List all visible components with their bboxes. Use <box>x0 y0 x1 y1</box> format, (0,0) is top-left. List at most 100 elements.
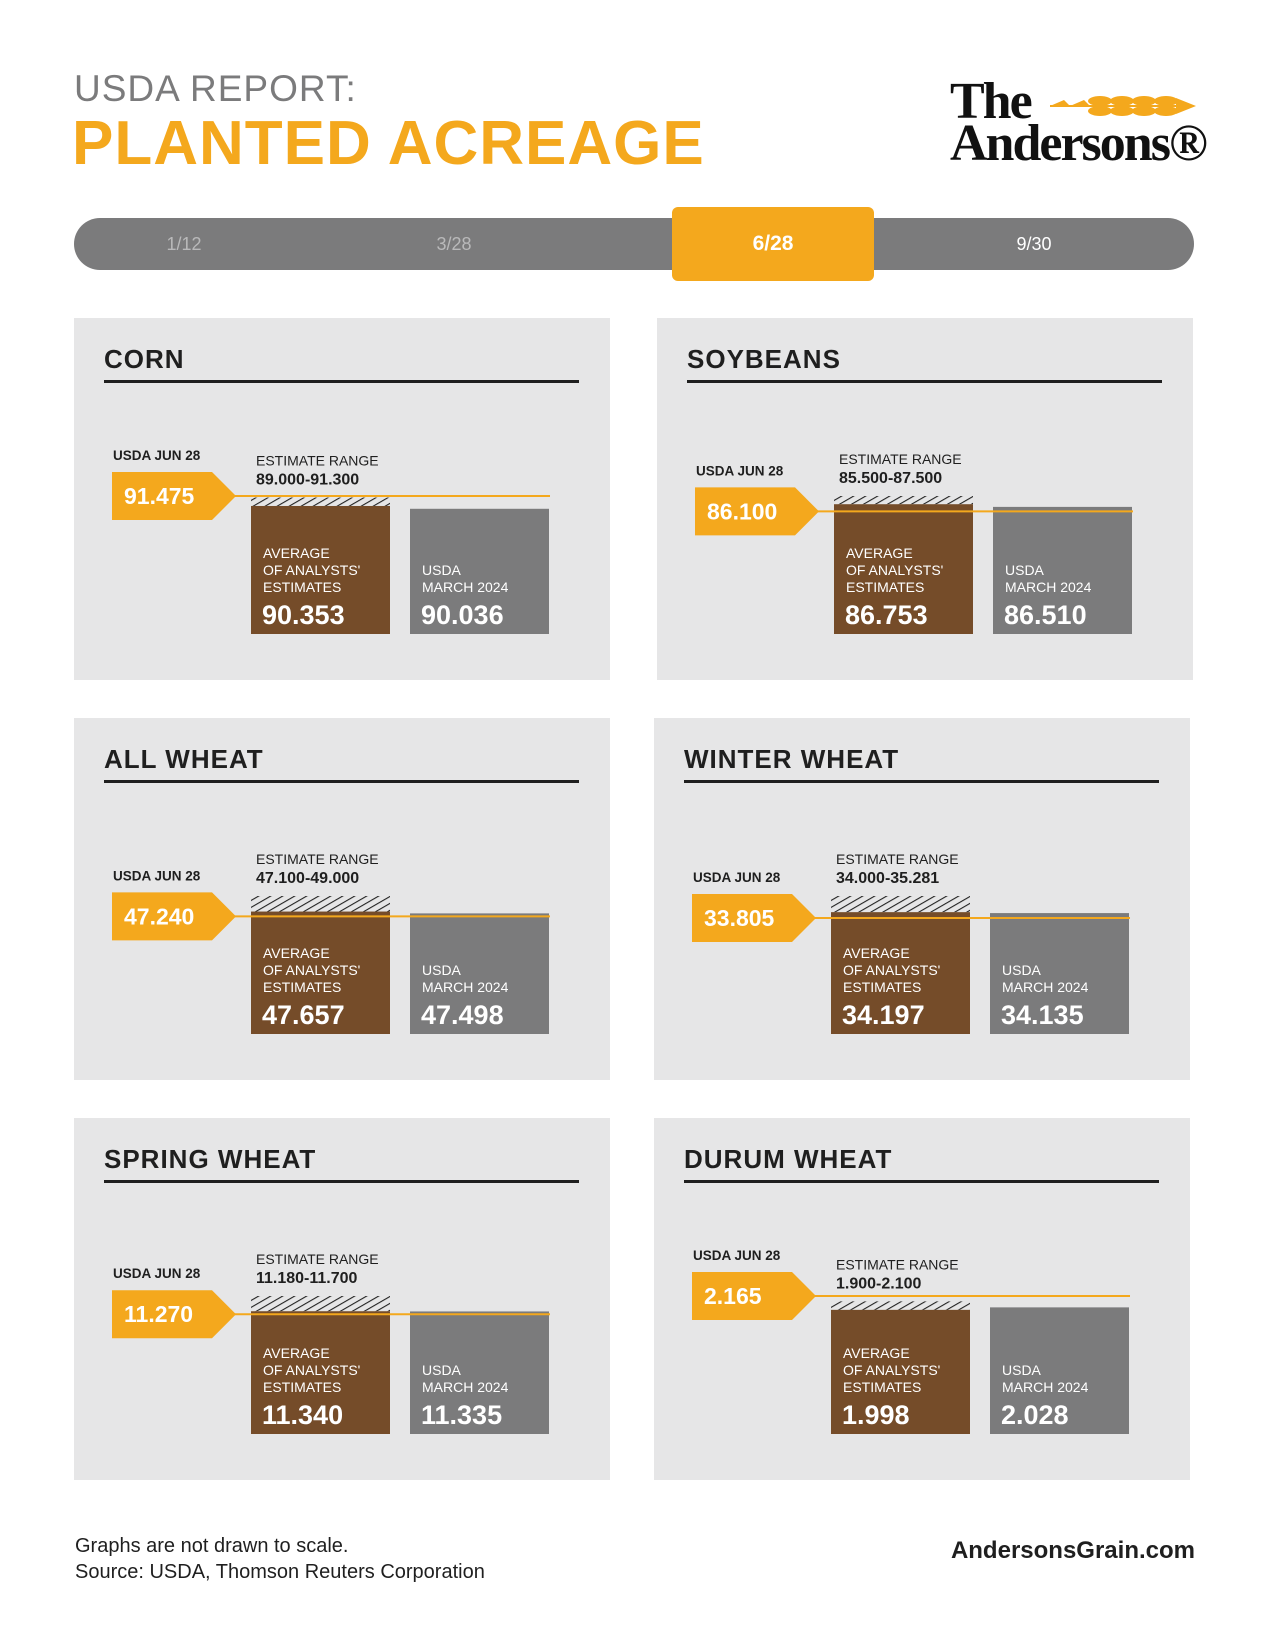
estimate-range-label: ESTIMATE RANGE <box>836 851 959 867</box>
winter-wheat-chart: 33.805 USDA JUN 28 ESTIMATE RANGE 34.000-35… <box>692 851 1130 1034</box>
average-bar-label: AVERAGE <box>843 1345 910 1361</box>
usda-march-bar <box>410 508 549 634</box>
usda-march-bar-label: USDA <box>1002 962 1042 978</box>
panel-durum-wheat: DURUM WHEAT 2.165 USDA JUN 28 ESTIMATE RAN… <box>654 1118 1190 1480</box>
average-bar-label: OF ANALYSTS' <box>843 962 940 978</box>
average-bar-label: ESTIMATES <box>263 579 341 595</box>
estimate-range-label: ESTIMATE RANGE <box>256 1251 379 1267</box>
average-bar-label: AVERAGE <box>263 545 330 561</box>
report-subtitle: USDA REPORT: <box>74 68 357 109</box>
usda-march-bar <box>993 506 1132 634</box>
panel-corn: CORN 91.475 USDA JUN 28 ESTIMATE RANGE 89.0… <box>74 318 610 680</box>
usda-march-bar-label: MARCH 2024 <box>422 979 509 995</box>
timeline-item[interactable]: 9/30 <box>1016 234 1052 254</box>
usda-march-bar-label: MARCH 2024 <box>1002 979 1089 995</box>
average-bar-label: AVERAGE <box>846 545 913 561</box>
logo-line-2: Andersons® <box>950 115 1208 172</box>
usda-march-bar-label: MARCH 2024 <box>1002 1379 1089 1395</box>
average-bar-label: OF ANALYSTS' <box>843 1362 940 1378</box>
estimate-range-band <box>251 896 390 912</box>
usda-march-bar-label: USDA <box>422 562 462 578</box>
usda-jun-value: 11.270 <box>124 1301 193 1327</box>
website-link[interactable]: AndersonsGrain.com <box>950 1537 1195 1564</box>
logo-line-1: The <box>950 73 1033 130</box>
andersons-logo: The Andersons® <box>950 73 1208 172</box>
panel-title: SOYBEANS <box>687 344 841 374</box>
usda-march-bar <box>410 1311 549 1434</box>
usda-march-bar-label: USDA <box>1005 562 1045 578</box>
panel-title: DURUM WHEAT <box>684 1144 893 1174</box>
average-estimate-bar <box>251 505 390 634</box>
estimate-range-band <box>831 1301 970 1310</box>
usda-march-bar-label: MARCH 2024 <box>422 1379 509 1395</box>
average-estimate-value: 34.197 <box>842 1000 925 1030</box>
average-estimate-value: 1.998 <box>842 1400 910 1430</box>
usda-march-value: 90.036 <box>421 600 504 630</box>
panel-title: SPRING WHEAT <box>104 1144 317 1174</box>
usda-jun-label: USDA JUN 28 <box>113 448 201 463</box>
average-bar-label: AVERAGE <box>263 945 330 961</box>
usda-march-bar <box>410 913 549 1034</box>
estimate-range-value: 11.180-11.700 <box>256 1270 358 1287</box>
estimate-range-value: 47.100-49.000 <box>256 870 359 887</box>
footer-note: Graphs are not drawn to scale. Source: U… <box>75 1533 485 1585</box>
usda-jun-label: USDA JUN 28 <box>113 1266 201 1281</box>
estimate-range-value: 34.000-35.281 <box>836 870 939 887</box>
usda-jun-value: 33.805 <box>704 905 775 931</box>
average-estimate-bar <box>834 504 973 634</box>
title-rule <box>104 780 579 783</box>
corn-chart: 91.475 USDA JUN 28 ESTIMATE RANGE 89.000-91… <box>112 448 550 634</box>
timeline-item[interactable]: 3/28 <box>436 234 472 254</box>
durum-wheat-chart: 2.165 USDA JUN 28 ESTIMATE RANGE 1.900-2.10… <box>692 1248 1130 1434</box>
usda-march-bar-label: USDA <box>422 1362 462 1378</box>
usda-march-value: 86.510 <box>1004 600 1087 630</box>
title-rule <box>687 380 1162 383</box>
title-rule <box>104 1180 579 1183</box>
usda-jun-tag <box>692 1272 816 1320</box>
usda-march-value: 34.135 <box>1001 1000 1084 1030</box>
estimate-range-label: ESTIMATE RANGE <box>256 453 379 469</box>
panel-spring-wheat: SPRING WHEAT 11.270 USDA JUN 28 ESTIMATE R… <box>74 1118 610 1480</box>
average-bar-label: OF ANALYSTS' <box>263 562 360 578</box>
average-estimate-bar <box>251 1311 390 1434</box>
panel-title: CORN <box>104 344 185 374</box>
usda-jun-tag <box>112 472 236 520</box>
estimate-range-band <box>251 497 390 506</box>
average-bar-label: ESTIMATES <box>263 979 341 995</box>
estimate-range-value: 89.000-91.300 <box>256 472 359 489</box>
wheat-icon <box>1050 96 1196 116</box>
title-rule <box>684 780 1159 783</box>
average-estimate-value: 90.353 <box>262 600 345 630</box>
soybeans-chart: 86.100 USDA JUN 28 ESTIMATE RANGE 85.500-87… <box>695 451 1133 634</box>
usda-march-value: 47.498 <box>421 1000 504 1030</box>
average-bar-label: ESTIMATES <box>843 979 921 995</box>
panel-title: ALL WHEAT <box>104 744 264 774</box>
usda-jun-label: USDA JUN 28 <box>696 463 784 478</box>
usda-jun-tag <box>112 1290 236 1339</box>
usda-march-value: 2.028 <box>1001 1400 1069 1430</box>
usda-jun-tag <box>112 892 236 941</box>
usda-jun-value: 91.475 <box>124 483 195 509</box>
usda-jun-label: USDA JUN 28 <box>693 870 781 885</box>
usda-jun-tag <box>695 487 819 536</box>
average-estimate-bar <box>251 911 390 1034</box>
usda-march-value: 11.335 <box>421 1400 502 1430</box>
estimate-range-value: 1.900-2.100 <box>836 1275 922 1292</box>
estimate-range-label: ESTIMATE RANGE <box>256 851 379 867</box>
usda-march-bar-label: USDA <box>422 962 462 978</box>
usda-jun-label: USDA JUN 28 <box>113 868 201 883</box>
timeline-item-active[interactable]: 6/28 <box>672 207 874 281</box>
source-note: Source: USDA, Thomson Reuters Corporatio… <box>75 1561 485 1583</box>
estimate-range-band <box>831 896 970 913</box>
estimate-range-label: ESTIMATE RANGE <box>839 451 962 467</box>
scale-note: Graphs are not drawn to scale. <box>75 1535 349 1557</box>
panel-title: WINTER WHEAT <box>684 744 900 774</box>
timeline-item[interactable]: 1/12 <box>166 234 202 254</box>
panel-winter-wheat: WINTER WHEAT 33.805 USDA JUN 28 ESTIMATE R… <box>654 718 1190 1080</box>
all-wheat-chart: 47.240 USDA JUN 28 ESTIMATE RANGE 47.100-49… <box>112 851 550 1034</box>
report-timeline: 1/12 3/28 6/28 9/30 <box>74 207 1194 281</box>
average-bar-label: ESTIMATES <box>846 579 924 595</box>
estimate-range-band <box>251 1296 390 1312</box>
average-bar-label: ESTIMATES <box>843 1379 921 1395</box>
average-estimate-bar <box>831 1309 970 1434</box>
